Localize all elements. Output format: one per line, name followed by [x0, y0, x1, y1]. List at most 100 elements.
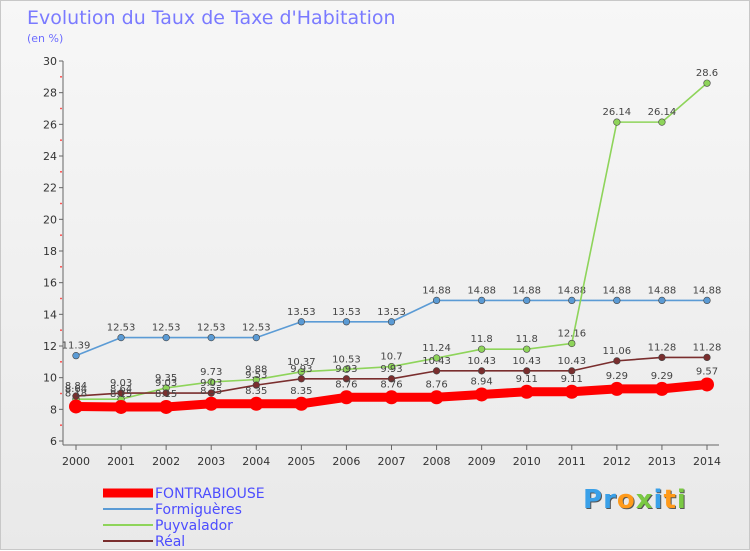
- legend-label[interactable]: Formiguères: [155, 502, 242, 518]
- data-point[interactable]: [159, 399, 174, 414]
- y-tick-label: 18: [43, 245, 57, 258]
- data-point[interactable]: [429, 390, 444, 405]
- data-point[interactable]: [658, 296, 666, 305]
- data-label: 28.6: [696, 68, 718, 79]
- x-tick-label: 2006: [332, 455, 360, 468]
- data-label: 9.73: [200, 367, 222, 378]
- data-point[interactable]: [207, 378, 215, 386]
- data-label: 11.39: [62, 341, 91, 352]
- data-point[interactable]: [609, 381, 624, 396]
- data-point[interactable]: [387, 362, 396, 371]
- data-point[interactable]: [297, 318, 305, 326]
- data-point[interactable]: [519, 384, 534, 399]
- data-label: 9.93: [380, 364, 402, 375]
- data-point[interactable]: [613, 357, 621, 365]
- data-point[interactable]: [162, 334, 170, 342]
- data-point[interactable]: [700, 377, 714, 392]
- data-point[interactable]: [564, 384, 579, 399]
- y-minor-tick: [60, 107, 62, 110]
- data-point[interactable]: [342, 365, 351, 373]
- y-minor-tick: [60, 297, 62, 300]
- data-point[interactable]: [69, 399, 83, 414]
- logo-letter: r: [603, 485, 617, 515]
- data-label: 10.7: [380, 352, 402, 363]
- data-point[interactable]: [297, 375, 305, 383]
- series-0: 8.18 8.15 8.15 8.35 8.35 8.35 8.76 8.76 8.76 8.94…: [65, 366, 718, 414]
- data-label: 11.28: [693, 342, 722, 353]
- data-label: 12.53: [107, 323, 136, 334]
- data-label: 14.88: [693, 285, 722, 296]
- data-point[interactable]: [207, 389, 215, 397]
- data-point[interactable]: [613, 118, 621, 126]
- data-point[interactable]: [252, 334, 260, 342]
- x-tick-label: 2007: [378, 455, 406, 468]
- data-label: 8.76: [425, 379, 447, 390]
- data-point[interactable]: [72, 392, 80, 400]
- data-point[interactable]: [474, 387, 489, 402]
- data-point[interactable]: [297, 368, 305, 376]
- data-point[interactable]: [523, 345, 531, 353]
- data-point[interactable]: [252, 381, 260, 389]
- data-label: 11.8: [516, 334, 538, 345]
- legend-label[interactable]: Réal: [155, 534, 185, 550]
- data-label: 9.11: [516, 374, 538, 385]
- data-label: 8.76: [335, 379, 357, 390]
- data-label: 14.88: [467, 285, 496, 296]
- data-point[interactable]: [387, 318, 396, 326]
- data-point[interactable]: [117, 389, 125, 397]
- data-point[interactable]: [72, 352, 80, 360]
- data-label: 9.11: [561, 374, 583, 385]
- legend-label[interactable]: FONTRABIOUSE: [155, 486, 265, 502]
- data-point[interactable]: [703, 353, 711, 362]
- y-tick-label: 28: [43, 87, 57, 100]
- data-point[interactable]: [658, 118, 666, 126]
- y-tick-label: 6: [50, 435, 57, 448]
- data-point[interactable]: [703, 296, 711, 305]
- data-point[interactable]: [523, 296, 531, 305]
- data-point[interactable]: [568, 367, 576, 375]
- data-point[interactable]: [654, 381, 669, 396]
- x-tick-label: 2008: [423, 455, 451, 468]
- data-point[interactable]: [658, 353, 666, 362]
- data-point[interactable]: [204, 396, 219, 411]
- data-point[interactable]: [249, 396, 264, 411]
- x-tick-label: 2002: [152, 455, 180, 468]
- data-point[interactable]: [478, 345, 486, 353]
- data-point[interactable]: [703, 79, 711, 87]
- y-tick-label: 14: [43, 308, 57, 321]
- data-point[interactable]: [294, 396, 309, 411]
- data-label: 13.53: [287, 307, 316, 318]
- x-tick-label: 2011: [558, 455, 586, 468]
- data-point[interactable]: [342, 375, 351, 383]
- data-point[interactable]: [339, 390, 354, 405]
- data-point[interactable]: [384, 390, 399, 405]
- legend-label[interactable]: Puyvalador: [155, 518, 233, 534]
- data-point[interactable]: [568, 296, 576, 305]
- data-label: 9.03: [200, 378, 222, 389]
- data-label: 8.35: [290, 386, 312, 397]
- data-label: 10.43: [467, 356, 496, 367]
- data-label: 8.15: [155, 389, 177, 400]
- data-point[interactable]: [478, 296, 486, 305]
- data-point[interactable]: [478, 367, 486, 375]
- data-point[interactable]: [162, 389, 170, 397]
- data-label: 9.93: [335, 364, 357, 375]
- data-point[interactable]: [432, 354, 441, 362]
- data-point[interactable]: [114, 399, 129, 414]
- data-point[interactable]: [207, 334, 215, 342]
- data-point[interactable]: [387, 375, 396, 383]
- data-point[interactable]: [432, 296, 441, 305]
- data-label: 26.14: [603, 107, 632, 118]
- data-label: 11.8: [471, 334, 493, 345]
- data-point[interactable]: [523, 367, 531, 375]
- data-point[interactable]: [432, 367, 441, 375]
- data-point[interactable]: [613, 296, 621, 305]
- data-point[interactable]: [117, 334, 125, 342]
- proxiti-logo: Proxiti: [583, 485, 687, 515]
- data-point[interactable]: [568, 339, 576, 348]
- data-point[interactable]: [342, 318, 351, 326]
- data-label: 10.43: [512, 356, 541, 367]
- data-label: 9.29: [651, 371, 673, 382]
- data-label: 10.43: [557, 356, 586, 367]
- y-minor-tick: [60, 170, 62, 173]
